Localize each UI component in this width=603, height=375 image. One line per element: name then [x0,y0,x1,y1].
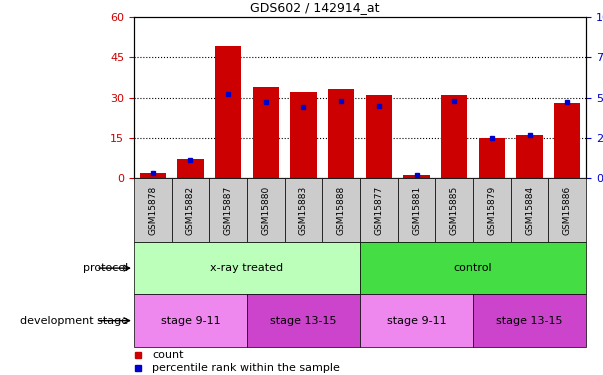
Text: GSM15888: GSM15888 [336,185,346,235]
Text: GSM15877: GSM15877 [374,185,384,235]
Bar [285,178,322,242]
Text: protocol: protocol [83,263,128,273]
Bar [473,178,511,242]
Bar [511,178,549,242]
Title: GDS602 / 142914_at: GDS602 / 142914_at [250,2,379,14]
Bar [360,242,586,294]
Bar [253,87,279,178]
Bar [554,103,581,178]
Text: GSM15881: GSM15881 [412,185,421,235]
Bar [177,159,204,178]
Bar [247,178,285,242]
Bar [328,90,355,178]
Text: development stage: development stage [20,316,128,326]
Bar [247,294,360,347]
Bar [398,178,435,242]
Bar [134,178,172,242]
Bar [435,178,473,242]
Bar [473,294,586,347]
Text: GSM15885: GSM15885 [450,185,459,235]
Text: control: control [453,263,493,273]
Bar [322,178,360,242]
Text: stage 9-11: stage 9-11 [160,316,220,326]
Text: GSM15880: GSM15880 [261,185,270,235]
Bar [403,176,430,178]
Text: GSM15883: GSM15883 [299,185,308,235]
Bar [479,138,505,178]
Text: percentile rank within the sample: percentile rank within the sample [152,363,340,373]
Text: count: count [152,350,183,360]
Bar [290,92,317,178]
Bar [172,178,209,242]
Bar [360,294,473,347]
Text: GSM15884: GSM15884 [525,186,534,235]
Text: stage 13-15: stage 13-15 [496,316,563,326]
Text: GSM15878: GSM15878 [148,185,157,235]
Text: GSM15879: GSM15879 [487,185,496,235]
Bar [139,173,166,178]
Bar [549,178,586,242]
Text: stage 9-11: stage 9-11 [387,316,446,326]
Bar [441,95,467,178]
Bar [134,242,360,294]
Bar [365,95,392,178]
Text: GSM15887: GSM15887 [224,185,233,235]
Bar [209,178,247,242]
Bar [516,135,543,178]
Bar [134,294,247,347]
Bar [215,46,241,178]
Text: stage 13-15: stage 13-15 [270,316,336,326]
Text: GSM15882: GSM15882 [186,186,195,235]
Text: x-ray treated: x-ray treated [210,263,283,273]
Text: GSM15886: GSM15886 [563,185,572,235]
Bar [360,178,398,242]
